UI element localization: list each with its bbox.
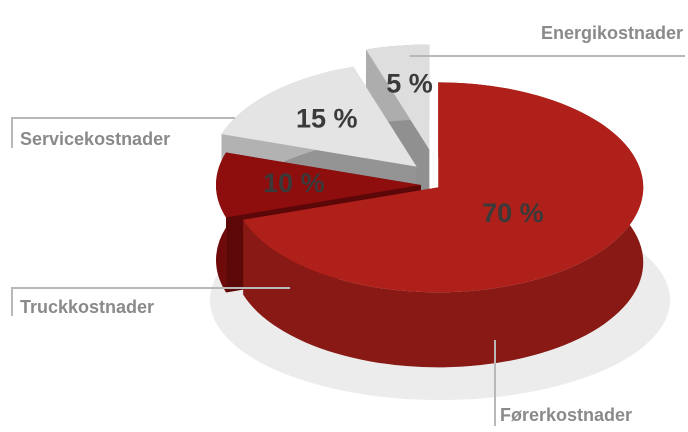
slice xyxy=(221,66,417,167)
slice xyxy=(366,44,430,150)
leader-line xyxy=(11,287,290,316)
leader-line xyxy=(11,117,235,148)
slice xyxy=(216,152,421,218)
category-label: Energikostnader xyxy=(541,23,683,43)
labels: 5 % 15 % 10 % 70 % Førerkostnader Truckkostna… xyxy=(11,23,685,426)
value-label: 70 % xyxy=(482,198,544,228)
category-label: Servicekostnader xyxy=(20,129,170,149)
category-label: Førerkostnader xyxy=(500,405,632,425)
slice xyxy=(243,82,644,293)
value-label: 15 % xyxy=(296,104,358,134)
value-label: 10 % xyxy=(263,168,325,198)
value-label: 5 % xyxy=(386,68,433,98)
pie xyxy=(216,44,644,368)
category-label: Truckkostnader xyxy=(20,297,154,317)
